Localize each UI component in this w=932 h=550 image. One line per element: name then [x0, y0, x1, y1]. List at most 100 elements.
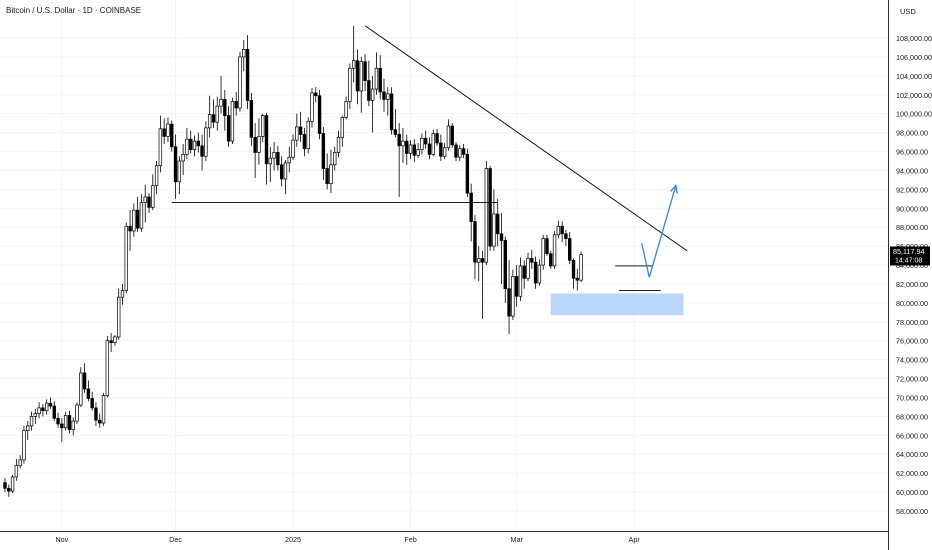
- candle-up: [79, 372, 83, 406]
- candle-down: [397, 134, 401, 147]
- candle-up: [37, 407, 41, 414]
- candle-down: [439, 142, 443, 157]
- candle-down: [454, 144, 458, 158]
- candle-down: [355, 60, 360, 92]
- y-tick-label: 94,000.00: [896, 166, 928, 175]
- candle-down: [405, 140, 409, 154]
- candle-up: [207, 114, 212, 129]
- support-zone: [550, 293, 684, 316]
- candle-down: [363, 61, 367, 81]
- candle-down: [60, 423, 64, 429]
- candle-down: [575, 277, 579, 281]
- candle-up: [420, 137, 424, 150]
- candle-up: [75, 404, 79, 422]
- candle-down: [298, 126, 303, 135]
- current-price-label: 85,117.94: [893, 247, 924, 256]
- y-tick-label: 92,000.00: [896, 185, 928, 194]
- candle-up: [477, 258, 481, 263]
- candle-up: [14, 465, 19, 478]
- candle-down: [499, 233, 504, 241]
- y-tick-label: 106,000.00: [896, 53, 932, 62]
- candle-down: [317, 95, 322, 134]
- x-tick-label: Nov: [55, 535, 68, 544]
- candle-down: [450, 125, 454, 146]
- y-tick-label: 62,000.00: [896, 469, 928, 478]
- candle-up: [71, 420, 75, 430]
- candle-up: [139, 202, 144, 229]
- chart-title: Bitcoin / U.S. Dollar · 1D · COINBASE: [6, 6, 142, 15]
- candle-down: [461, 148, 466, 155]
- candle-down: [545, 238, 549, 255]
- candle-down: [564, 233, 568, 239]
- candle-up: [401, 140, 405, 147]
- candle-up: [177, 160, 182, 183]
- candle-up: [166, 123, 170, 137]
- candle-up: [458, 148, 462, 158]
- candle-down: [465, 154, 470, 194]
- candle-down: [128, 225, 132, 232]
- candle-down: [86, 388, 91, 399]
- candle-up: [283, 162, 288, 180]
- candle-down: [488, 168, 492, 247]
- candle-up: [101, 395, 106, 424]
- candle-up: [272, 152, 276, 159]
- trendline-resistance: [364, 25, 688, 252]
- candle-down: [507, 288, 511, 317]
- candle-up: [18, 459, 22, 466]
- y-tick-label: 108,000.00: [896, 34, 932, 43]
- candle-up: [132, 209, 136, 232]
- y-tick-label: 102,000.00: [896, 91, 932, 100]
- candle-up: [63, 415, 68, 429]
- candle-up: [287, 156, 291, 164]
- candle-down: [435, 133, 439, 144]
- candle-up: [416, 149, 420, 156]
- y-unit-label: USD: [900, 7, 916, 16]
- candle-up: [105, 340, 110, 396]
- candle-down: [503, 240, 507, 290]
- candle-up: [242, 49, 246, 58]
- candle-down: [496, 213, 500, 235]
- candle-up: [484, 168, 489, 263]
- candle-up: [556, 225, 561, 236]
- candle-up: [446, 125, 451, 149]
- candle-down: [276, 152, 280, 166]
- candle-up: [29, 416, 34, 427]
- candle-up: [215, 105, 219, 123]
- candle-down: [389, 93, 394, 131]
- candle-up: [348, 67, 352, 102]
- y-tick-label: 76,000.00: [896, 337, 928, 346]
- countdown-label: 14:47:08: [895, 257, 922, 264]
- candle-down: [473, 221, 477, 263]
- candle-up: [295, 126, 299, 141]
- candle-down: [412, 144, 417, 156]
- y-tick-label: 100,000.00: [896, 110, 932, 119]
- candle-down: [522, 265, 526, 279]
- candle-up: [370, 88, 375, 101]
- candle-down: [393, 129, 398, 135]
- y-tick-label: 104,000.00: [896, 72, 932, 81]
- candle-up: [22, 430, 26, 461]
- y-tick-label: 82,000.00: [896, 280, 928, 289]
- candle-up: [329, 164, 333, 185]
- x-tick-label: Feb: [404, 535, 416, 544]
- candle-down: [279, 164, 284, 180]
- x-tick-label: Apr: [629, 535, 641, 544]
- candle-up: [492, 213, 496, 247]
- candle-up: [351, 60, 356, 69]
- candle-up: [33, 413, 38, 417]
- candle-down: [264, 115, 269, 165]
- candle-up: [344, 101, 348, 118]
- candle-down: [533, 261, 538, 284]
- candle-up: [10, 476, 15, 492]
- candle-down: [41, 407, 45, 412]
- candle-down: [549, 253, 553, 267]
- candle-down: [367, 80, 371, 101]
- candle-up: [291, 139, 295, 158]
- candle-down: [560, 225, 564, 235]
- candle-down: [173, 146, 178, 183]
- candle-up: [26, 425, 30, 431]
- candle-down: [571, 259, 576, 279]
- candle-down: [480, 258, 485, 263]
